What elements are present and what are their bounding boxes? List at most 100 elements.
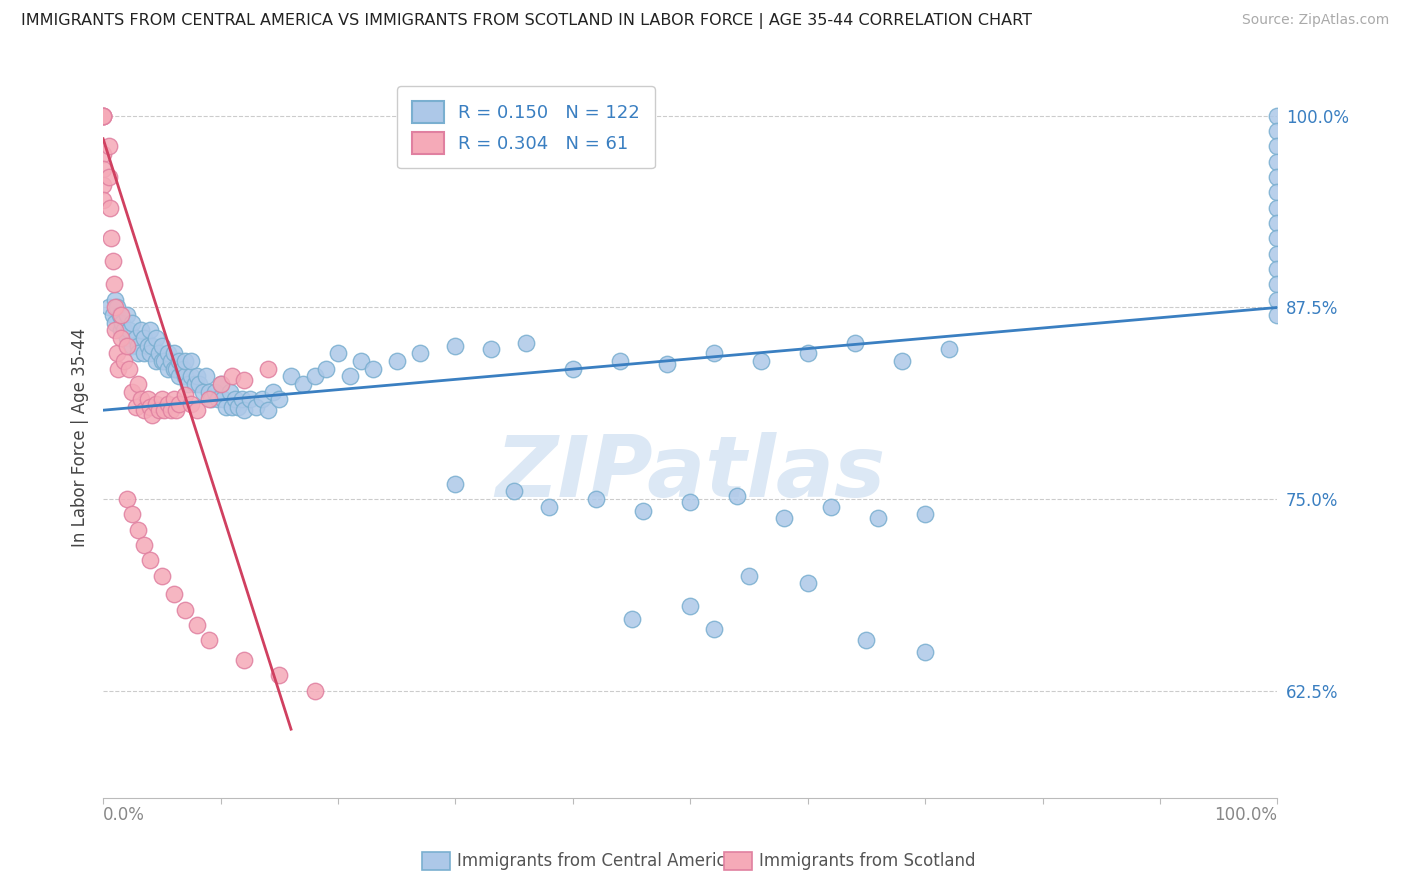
Point [145, 354, 167, 368]
Point [188, 377, 211, 392]
Point [91, 109, 114, 123]
Point [1267, 293, 1289, 307]
Point [165, 403, 187, 417]
Point [221, 400, 243, 414]
Point [136, 339, 159, 353]
Point [226, 400, 249, 414]
Point [115, 492, 138, 507]
Point [1267, 124, 1289, 138]
Point [134, 538, 156, 552]
Text: Immigrants from Central America: Immigrants from Central America [457, 852, 735, 870]
Point [479, 342, 502, 356]
Point [121, 508, 143, 522]
Point [91, 193, 114, 207]
Point [914, 645, 936, 659]
Point [914, 508, 936, 522]
Point [156, 346, 179, 360]
Point [1267, 170, 1289, 185]
Point [115, 331, 138, 345]
Point [91, 109, 114, 123]
Point [679, 495, 702, 509]
Point [129, 392, 152, 407]
Point [890, 354, 912, 368]
Point [749, 354, 772, 368]
Point [198, 633, 221, 648]
Point [725, 489, 748, 503]
Point [98, 170, 121, 185]
Point [938, 342, 960, 356]
Point [1267, 247, 1289, 261]
Point [1267, 231, 1289, 245]
Point [796, 576, 818, 591]
Point [169, 397, 191, 411]
Point [162, 587, 184, 601]
Point [186, 403, 208, 417]
Point [150, 569, 173, 583]
Point [139, 553, 162, 567]
Point [110, 323, 132, 337]
Text: Source: ZipAtlas.com: Source: ZipAtlas.com [1241, 13, 1389, 28]
Point [91, 178, 114, 192]
Point [118, 361, 141, 376]
Point [121, 384, 143, 399]
Point [160, 354, 183, 368]
Point [139, 346, 162, 360]
Text: 0.0%: 0.0% [103, 805, 145, 824]
Point [101, 308, 124, 322]
Point [162, 392, 184, 407]
Point [162, 346, 184, 360]
Point [444, 476, 467, 491]
Point [212, 392, 235, 407]
Point [561, 361, 583, 376]
Point [350, 354, 373, 368]
Point [361, 361, 384, 376]
Point [91, 162, 114, 177]
Point [150, 339, 173, 353]
Point [538, 500, 561, 514]
Point [176, 377, 198, 392]
Point [1267, 308, 1289, 322]
Point [129, 323, 152, 337]
Point [233, 372, 256, 386]
Point [191, 384, 214, 399]
Point [107, 361, 129, 376]
Point [121, 339, 143, 353]
Point [150, 354, 173, 368]
Point [256, 361, 278, 376]
Point [1267, 262, 1289, 277]
Point [186, 369, 208, 384]
Point [104, 323, 127, 337]
Point [585, 492, 607, 507]
Point [115, 308, 138, 322]
Point [127, 377, 149, 392]
Point [180, 354, 202, 368]
Point [174, 369, 197, 384]
Point [98, 139, 121, 153]
Point [195, 369, 218, 384]
Point [91, 147, 114, 161]
Point [134, 331, 156, 345]
Point [100, 231, 122, 245]
Point [139, 400, 162, 414]
Point [868, 510, 890, 524]
Point [1267, 139, 1289, 153]
Point [101, 254, 124, 268]
Point [204, 384, 226, 399]
Point [515, 335, 537, 350]
Point [215, 400, 238, 414]
Point [219, 384, 242, 399]
Point [198, 392, 221, 407]
Point [200, 392, 222, 407]
Point [233, 403, 256, 417]
Point [186, 618, 208, 632]
Point [169, 354, 191, 368]
Point [110, 331, 132, 345]
Point [98, 201, 121, 215]
Point [169, 369, 191, 384]
Point [820, 500, 842, 514]
Point [304, 369, 326, 384]
Point [1267, 186, 1289, 200]
Point [245, 400, 267, 414]
Point [269, 668, 291, 682]
Point [162, 361, 184, 376]
